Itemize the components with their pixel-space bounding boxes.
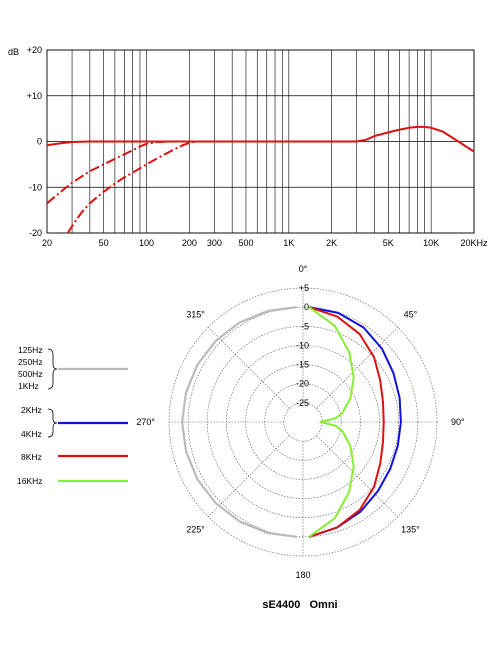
- polar-radial-ticks: +5 0 -5 -10 -15 -20 -25: [296, 283, 309, 408]
- fr-y-ticks: +20 +10 0 -10 -20: [27, 45, 42, 238]
- angle-label: 180: [295, 570, 310, 580]
- polar-spoke: [208, 327, 290, 409]
- angle-label: 270°: [136, 417, 155, 427]
- x-tick-label: 10K: [423, 238, 439, 248]
- response-line-3: [66, 140, 196, 234]
- angle-label: 45°: [404, 310, 418, 320]
- x-tick-label: 50: [99, 238, 109, 248]
- polar-ring: [283, 402, 323, 442]
- legend-brace: [47, 348, 58, 390]
- x-tick-label: 500: [238, 238, 253, 248]
- legend-label: 250Hz: [18, 357, 43, 367]
- polar-ring: [187, 306, 419, 538]
- radial-tick-label: -10: [296, 340, 309, 350]
- angle-label: 315°: [186, 310, 205, 320]
- x-tick-label: 20KHz: [460, 238, 488, 248]
- legend-label: 125Hz: [18, 345, 43, 355]
- radial-tick-label: -25: [296, 398, 309, 408]
- radial-tick-label: -5: [301, 321, 309, 331]
- legend-brace: [47, 408, 58, 438]
- polar-ring: [245, 364, 361, 480]
- x-tick-label: 2K: [326, 238, 337, 248]
- polar-series: [181, 306, 402, 538]
- polar-pattern-chart: 0° 45° 90° 135° 180 225° 270° 315° +5 0 -5 -10 -15 -…: [136, 264, 465, 580]
- radial-tick-label: -20: [296, 379, 309, 389]
- x-tick-label: 200: [182, 238, 197, 248]
- radial-tick-label: -15: [296, 360, 309, 370]
- x-tick-label: 300: [207, 238, 222, 248]
- legend-label: 16KHz: [17, 476, 43, 486]
- y-tick-label: 0: [37, 137, 42, 147]
- legend-label: 1KHz: [18, 381, 39, 391]
- radial-tick-label: 0: [304, 302, 309, 312]
- angle-label: 135°: [401, 524, 420, 534]
- polar-spoke: [208, 435, 290, 517]
- y-tick-label: +10: [27, 91, 42, 101]
- frequency-response-chart: dB +20 +10 0 -10 -20 20 50 100 200 300 500 1K 2K 5K 1…: [8, 45, 488, 248]
- response-line-2: [46, 140, 172, 205]
- chart-title: sE4400 Omni: [262, 599, 337, 611]
- legend-label: 500Hz: [18, 369, 43, 379]
- fr-series: [46, 125, 475, 234]
- legend-label: 8KHz: [21, 452, 42, 462]
- x-tick-label: 100: [139, 238, 154, 248]
- y-tick-label: -10: [29, 182, 42, 192]
- y-axis-label: dB: [8, 47, 19, 57]
- polar-series-2: [308, 306, 402, 538]
- x-tick-label: 5K: [383, 238, 394, 248]
- angle-label: 90°: [451, 417, 465, 427]
- response-line-1: [46, 125, 475, 153]
- polar-angle-labels: 0° 45° 90° 135° 180 225° 270° 315°: [136, 264, 465, 580]
- x-tick-label: 20: [42, 238, 52, 248]
- polar-series-1: [181, 306, 298, 538]
- angle-label: 0°: [299, 264, 308, 274]
- polar-ring: [206, 325, 400, 519]
- angle-label: 225°: [186, 524, 205, 534]
- legend-label: 2KHz: [21, 405, 42, 415]
- polar-series-3: [308, 306, 385, 538]
- polar-spoke: [316, 435, 398, 517]
- radial-tick-label: +5: [299, 283, 309, 293]
- y-tick-label: +20: [27, 45, 42, 55]
- polar-spoke: [316, 327, 398, 409]
- legend-label: 4KHz: [21, 429, 42, 439]
- x-tick-label: 1K: [283, 238, 294, 248]
- polar-spokes: [169, 288, 437, 556]
- plot-frame: [46, 49, 475, 234]
- fr-x-ticks: 20 50 100 200 300 500 1K 2K 5K 10K 20KHz: [42, 238, 488, 248]
- polar-series-4: [308, 306, 355, 538]
- y-tick-label: -20: [29, 228, 42, 238]
- polar-legend: 125Hz 250Hz 500Hz 1KHz 2KHz 4KHz 8KHz 16KHz: [17, 345, 128, 486]
